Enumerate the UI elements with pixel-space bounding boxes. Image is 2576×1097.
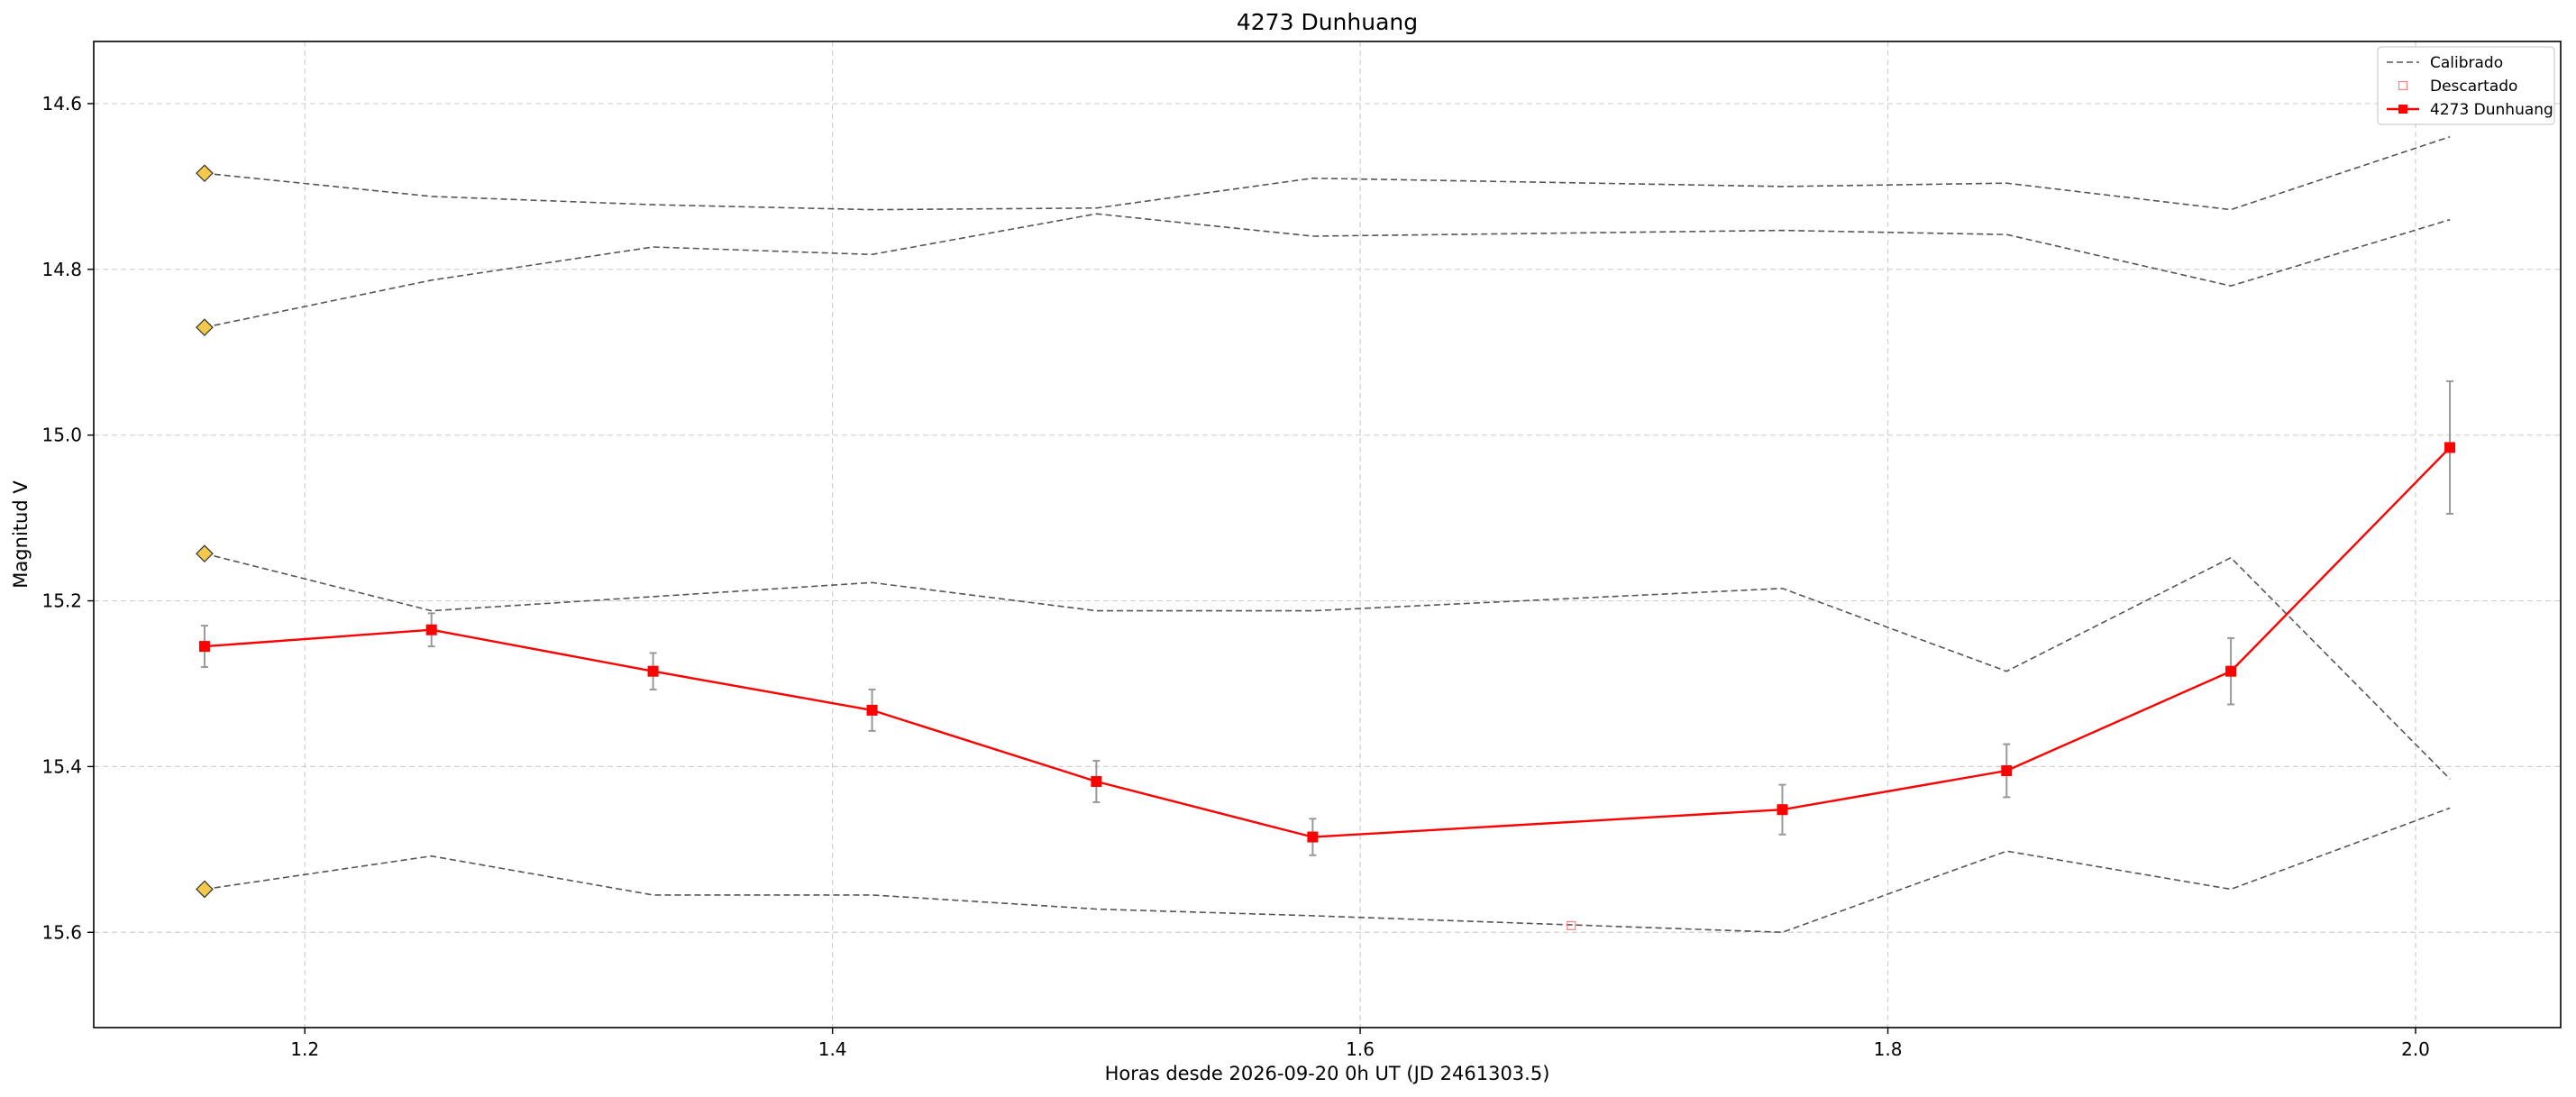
comparison-star-marker <box>196 318 214 337</box>
legend: Calibrado Descartado 4273 Dunhuang <box>2377 46 2555 125</box>
plot-frame <box>93 41 2562 1028</box>
y-tick-label: 14.6 <box>41 93 82 114</box>
y-axis-label: Magnitud V <box>10 480 32 589</box>
target-data-point <box>647 665 659 677</box>
legend-box <box>2377 46 2555 125</box>
legend-discarded-swatch <box>2398 80 2408 91</box>
x-tick-label: 1.2 <box>290 1038 319 1060</box>
y-tick-label: 15.4 <box>41 755 82 777</box>
grid <box>94 41 2561 1028</box>
comparison-star-marker <box>196 544 214 562</box>
comparison-star-marker <box>196 164 214 183</box>
target-data-point <box>425 624 437 635</box>
target-data-point <box>2225 665 2237 677</box>
y-tick-label: 15.0 <box>41 425 82 446</box>
target-data-point <box>1777 804 1788 816</box>
target-data-point <box>1091 775 1102 787</box>
calibrated-star-line-4 <box>204 807 2451 934</box>
calibrated-star-line-1 <box>204 135 2451 211</box>
target-data-point <box>198 641 210 653</box>
x-axis-label: Horas desde 2026-09-20 0h UT (JD 2461303… <box>1105 1063 1550 1084</box>
target-data-point <box>2444 442 2456 453</box>
legend-label: Calibrado <box>2430 54 2503 72</box>
chart-title: 4273 Dunhuang <box>1237 9 1418 35</box>
x-tick-label: 1.8 <box>1874 1038 1903 1060</box>
x-tick-label: 1.4 <box>818 1038 847 1060</box>
axis-ticks: 1.2 1.4 1.6 1.8 2.0 14.6 14.8 15.0 15.2 15.4 15.6 <box>41 93 2429 1060</box>
discarded-point <box>1567 920 1576 931</box>
target-data-point <box>1307 831 1319 843</box>
calibrated-star-line-2 <box>204 213 2451 328</box>
y-tick-label: 14.8 <box>41 259 82 280</box>
x-tick-label: 1.6 <box>1346 1038 1375 1060</box>
series-layer <box>196 135 2456 934</box>
target-series-line <box>204 446 2451 838</box>
y-tick-label: 15.6 <box>41 921 82 943</box>
legend-target-marker-swatch <box>2398 105 2407 114</box>
target-data-point <box>2001 765 2013 777</box>
y-tick-label: 15.2 <box>41 590 82 612</box>
legend-label: Descartado <box>2430 78 2517 96</box>
comparison-star-marker <box>196 880 214 899</box>
target-data-point <box>866 704 878 716</box>
legend-label: 4273 Dunhuang <box>2430 101 2553 119</box>
x-tick-label: 2.0 <box>2401 1038 2430 1060</box>
